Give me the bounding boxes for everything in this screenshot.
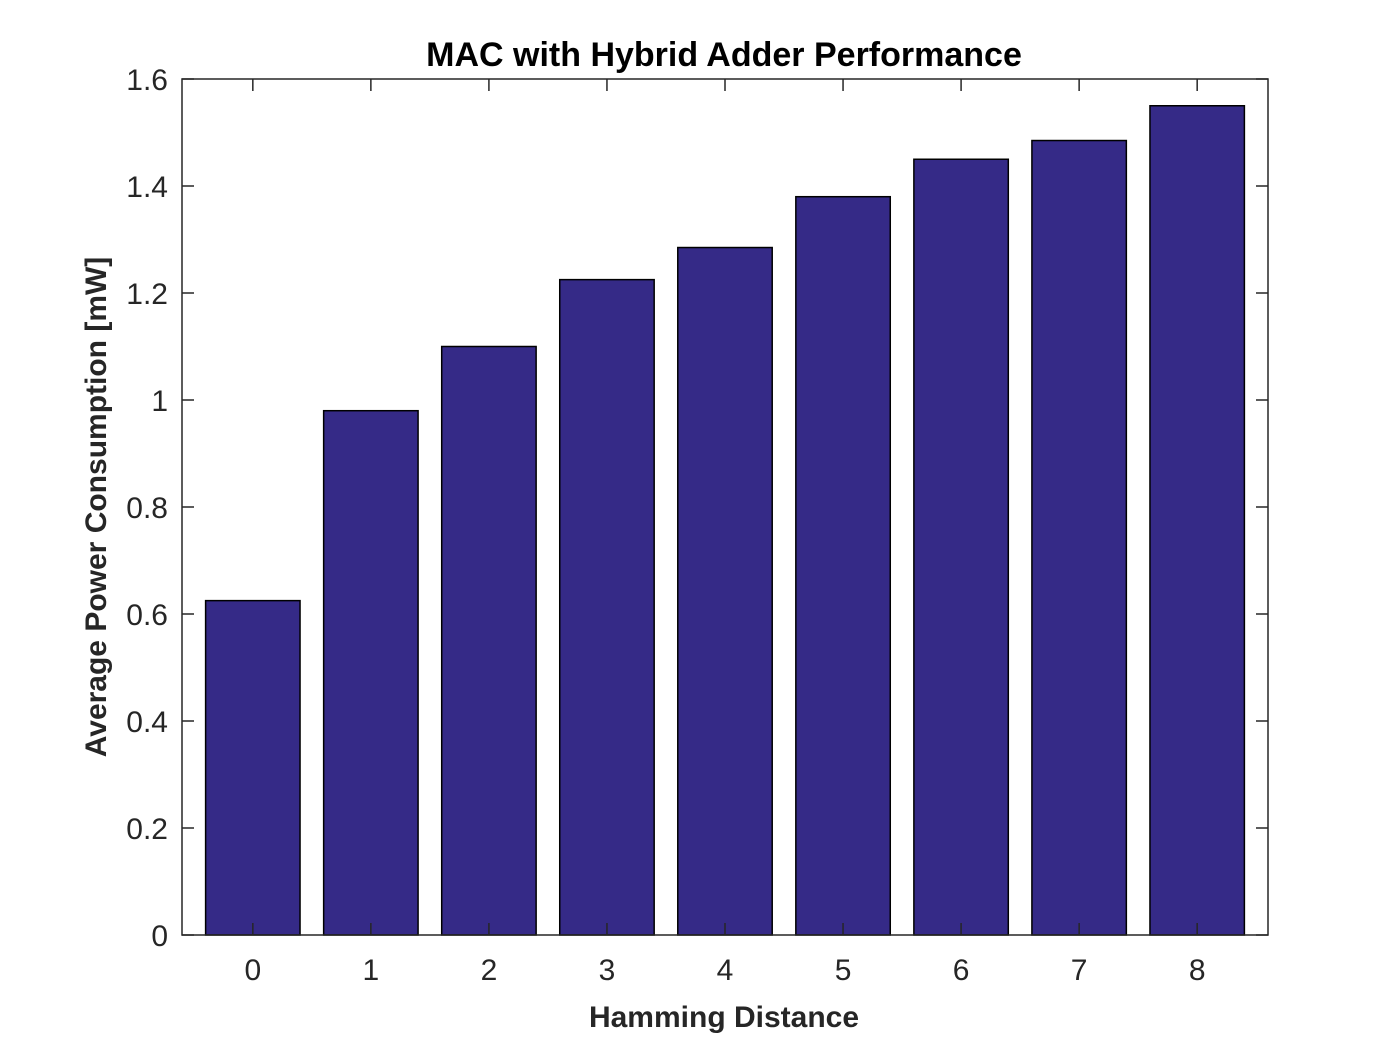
y-tick-labels: 0 0.2 0.4 0.6 0.8 1 1.2 1.4 1.6 — [126, 64, 168, 953]
chart-title: MAC with Hybrid Adder Performance — [426, 36, 1022, 74]
y-tick-label: 0.2 — [126, 813, 168, 846]
y-tick-label: 0 — [151, 920, 168, 953]
y-tick-label: 1 — [151, 385, 168, 418]
ticks-group — [182, 78, 1268, 936]
y-axis-label: Average Power Consumption [mW] — [80, 257, 113, 758]
x-tick-label: 7 — [1071, 954, 1088, 987]
x-tick-label: 1 — [363, 954, 380, 987]
x-axis-label: Hamming Distance — [589, 1001, 859, 1034]
plot-area-frame — [181, 78, 1269, 936]
x-tick-label: 4 — [717, 954, 734, 987]
y-tick-label: 0.4 — [126, 706, 168, 739]
bar-6 — [913, 158, 1010, 936]
bar-2 — [440, 345, 537, 936]
x-tick-label: 5 — [835, 954, 852, 987]
y-tick-label: 0.6 — [126, 599, 168, 632]
bar-1 — [322, 409, 419, 936]
x-tick-labels: 0 1 2 3 4 5 6 7 8 — [244, 954, 1205, 987]
y-tick-label: 1.4 — [126, 171, 168, 204]
y-tick-label: 1.6 — [126, 64, 168, 97]
bar-4 — [677, 246, 773, 936]
bar-7 — [1031, 139, 1128, 936]
bar-0 — [204, 599, 301, 936]
x-tick-label: 6 — [953, 954, 970, 987]
x-tick-label: 2 — [481, 954, 498, 987]
bar-8 — [1149, 105, 1246, 936]
y-tick-label: 1.2 — [126, 278, 168, 311]
bar-3 — [558, 278, 655, 936]
bar-5 — [795, 195, 892, 936]
bars-group — [204, 105, 1246, 936]
x-tick-label: 3 — [599, 954, 616, 987]
y-tick-label: 0.8 — [126, 492, 168, 525]
x-tick-label: 0 — [244, 954, 261, 987]
x-tick-label: 8 — [1189, 954, 1206, 987]
